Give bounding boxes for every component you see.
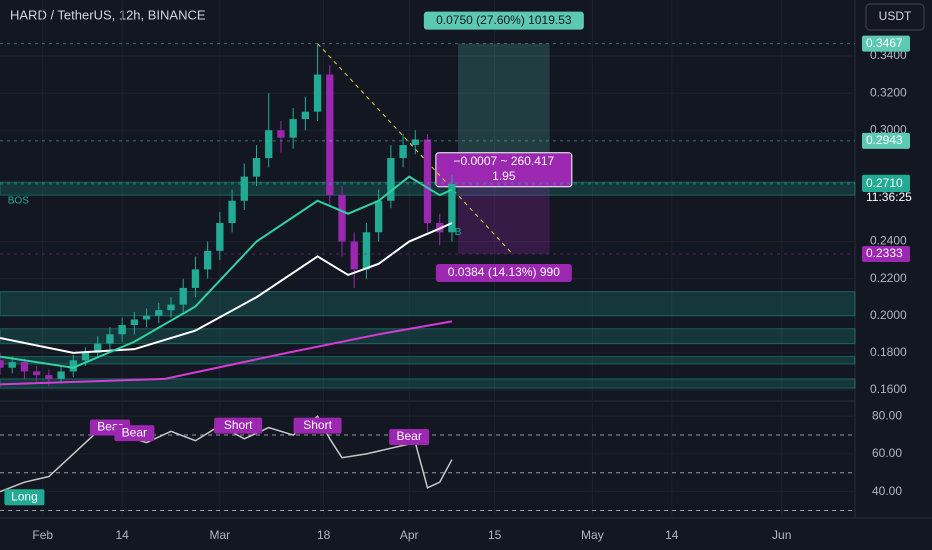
candle-body (399, 145, 407, 159)
target-label: 0.0750 (27.60%) 1019.53 (436, 13, 572, 27)
candle-body (203, 250, 212, 270)
x-tick-label: May (581, 528, 604, 542)
signal-box (389, 428, 430, 445)
y-tick-label: 0.1600 (870, 382, 907, 396)
currency-button[interactable] (865, 3, 925, 31)
signal-box (214, 417, 263, 434)
label-box (435, 263, 572, 282)
candle-body (277, 130, 285, 138)
candle-body (387, 158, 395, 201)
candle-body (265, 130, 273, 159)
candle-body (20, 362, 29, 372)
signal-label: Short (303, 418, 332, 432)
price-tag-label: 0.3467 (866, 36, 903, 50)
candle-body (94, 343, 102, 353)
candle-body (167, 304, 175, 311)
candle-body (289, 119, 297, 138)
x-tick-label: 18 (317, 528, 331, 542)
moving-average (0, 175, 453, 369)
candle-body (338, 195, 346, 242)
x-tick-label: 14 (115, 528, 129, 542)
x-tick-label: 14 (665, 528, 679, 542)
signal-label: Long (11, 489, 38, 503)
candle-body (350, 241, 358, 270)
x-tick-label: 15 (488, 528, 502, 542)
candle-body (69, 360, 77, 372)
countdown: 11:36:25 (866, 190, 912, 204)
candle-body (423, 139, 432, 224)
currency-label[interactable]: USDT (879, 9, 912, 23)
zone (0, 291, 856, 317)
candle-body (240, 176, 248, 201)
candle-body (374, 200, 383, 233)
candle-body (81, 352, 90, 361)
annotation: B (455, 227, 462, 238)
candle-body (411, 139, 419, 146)
rsi-tick-label: 60.00 (872, 446, 902, 460)
y-tick-label: 0.2000 (870, 308, 907, 322)
signal-box (114, 425, 155, 442)
candle-body (326, 74, 334, 196)
candle-body (142, 315, 151, 320)
candle-body (0, 360, 4, 368)
y-tick-label: 0.3200 (870, 85, 907, 99)
zone (0, 378, 856, 389)
candle-body (301, 111, 310, 120)
candle-body (8, 362, 16, 368)
candle-body (32, 371, 41, 376)
stop-zone (458, 182, 550, 254)
rsi-tick-label: 80.00 (872, 408, 902, 422)
candle-body (216, 223, 224, 251)
label-box (423, 11, 584, 30)
candle-body (130, 319, 139, 326)
candle-body (179, 287, 187, 305)
candle-body (448, 184, 456, 233)
candle-body (228, 200, 236, 224)
signal-box (293, 417, 342, 434)
rsi-tick-label: 40.00 (872, 484, 902, 498)
label-box (435, 152, 573, 188)
price-tag (862, 176, 910, 193)
y-tick-label: 0.2200 (870, 271, 907, 285)
x-tick-label: Mar (210, 528, 231, 542)
signal-box (4, 489, 45, 506)
candle-body (155, 310, 163, 316)
signal-label: Bear (122, 425, 147, 439)
y-tick-label: 0.1800 (870, 345, 907, 359)
price-tag (862, 245, 910, 262)
y-tick-label: 0.3400 (870, 48, 907, 62)
zone (0, 356, 856, 365)
mid-label: −0.0007 ~ 260.417 (453, 154, 554, 168)
x-tick-label: Apr (400, 528, 419, 542)
price-tag (862, 132, 910, 149)
signal-label: Bear (396, 429, 421, 443)
mid-label: 1.95 (492, 169, 516, 183)
annotation: BOS (8, 195, 29, 206)
price-tag-label: 0.2943 (866, 133, 903, 147)
chart-title: HARD / TetherUS, 12h, BINANCE (10, 7, 206, 22)
price-tag-label: 0.2333 (866, 246, 903, 260)
candle-body (252, 158, 261, 177)
moving-average (0, 320, 453, 386)
candle-body (118, 325, 126, 335)
zone (0, 328, 856, 345)
stop-label: 0.0384 (14.13%) 990 (448, 265, 560, 279)
candle-body (191, 269, 200, 288)
signal-label: Short (224, 418, 253, 432)
price-tag-label: 0.2710 (866, 176, 903, 190)
price-tag (862, 35, 910, 52)
candle-body (362, 232, 371, 270)
candle-body (106, 334, 114, 344)
candle-body (45, 375, 53, 379)
x-tick-label: Jun (772, 528, 791, 542)
candle-body (313, 74, 322, 112)
y-tick-label: 0.2400 (870, 234, 907, 248)
x-tick-label: Feb (32, 528, 53, 542)
candle-body (57, 371, 65, 379)
